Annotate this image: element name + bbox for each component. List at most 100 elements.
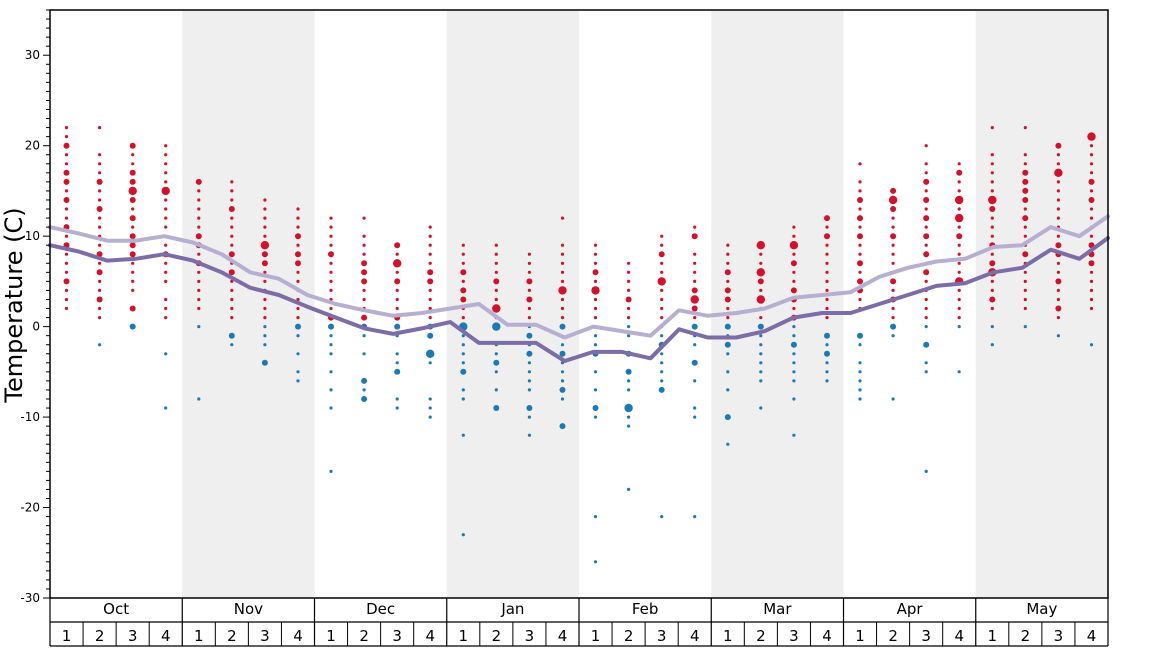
trend-line-light	[48, 214, 1110, 340]
temperature-point	[858, 297, 862, 302]
temperature-point	[891, 252, 895, 256]
temperature-point	[129, 215, 136, 222]
temperature-point	[726, 388, 730, 392]
temperature-point	[857, 215, 863, 222]
week-label: 1	[459, 627, 469, 645]
temperature-point	[759, 370, 763, 374]
temperature-point	[990, 189, 994, 193]
temperature-point	[526, 278, 533, 285]
temperature-point	[1089, 207, 1094, 211]
temperature-point	[924, 297, 928, 302]
temperature-point	[230, 343, 234, 347]
temperature-point	[129, 142, 136, 149]
temperature-point	[593, 388, 598, 392]
temperature-point	[923, 251, 930, 258]
temperature-point	[362, 297, 366, 302]
y-tick-label: 10	[25, 229, 40, 243]
trend-line-dark	[48, 236, 1110, 363]
temperature-point	[790, 260, 797, 267]
temperature-point	[296, 316, 300, 320]
temperature-point	[726, 442, 730, 446]
temperature-point	[989, 206, 996, 212]
temperature-point	[395, 397, 399, 401]
temperature-point	[295, 260, 301, 267]
temperature-point	[857, 278, 863, 285]
temperature-point	[494, 352, 498, 356]
temperature-point	[693, 225, 697, 229]
temperature-point	[1089, 306, 1094, 311]
temperature-point	[759, 352, 763, 356]
temperature-point	[295, 251, 301, 258]
temperature-point	[1088, 178, 1095, 185]
month-label-nov: Nov	[234, 600, 263, 618]
temperature-point	[1088, 197, 1095, 203]
temperature-point	[96, 269, 103, 276]
temperature-point	[957, 180, 961, 184]
temperature-point	[527, 379, 532, 383]
temperature-point	[990, 126, 994, 130]
temperature-point	[164, 406, 168, 410]
trend-lines	[48, 214, 1110, 363]
temperature-point	[526, 332, 533, 339]
temperature-point	[230, 297, 234, 302]
temperature-point	[260, 241, 270, 250]
temperature-point	[1022, 215, 1029, 222]
temperature-point	[627, 288, 631, 292]
temperature-point	[990, 162, 994, 166]
temperature-point	[890, 187, 897, 194]
temperature-point	[824, 332, 830, 339]
temperature-point	[295, 233, 301, 240]
temperature-point	[924, 316, 928, 320]
temperature-point	[428, 306, 432, 311]
temperature-point	[989, 260, 996, 267]
temperature-point	[1089, 162, 1094, 166]
temperature-point	[957, 270, 961, 274]
week-label: 3	[260, 627, 270, 645]
temperature-point	[923, 233, 930, 240]
temperature-point	[461, 533, 465, 537]
temperature-point	[559, 350, 566, 357]
temperature-point	[757, 278, 764, 285]
temperature-point	[726, 306, 730, 311]
temperature-point	[197, 189, 201, 193]
temperature-point	[164, 306, 168, 311]
temperature-point	[129, 305, 136, 312]
temperature-point	[559, 386, 566, 393]
temperature-point	[96, 178, 103, 185]
temperature-point	[394, 368, 401, 375]
temperature-point	[693, 270, 697, 274]
temperature-point	[296, 379, 300, 383]
temperature-point	[724, 269, 731, 276]
temperature-point	[792, 397, 796, 401]
temperature-point	[263, 207, 267, 211]
temperature-point	[890, 233, 897, 240]
temperature-point	[428, 288, 432, 292]
temperature-point	[129, 251, 136, 258]
temperature-point	[230, 316, 234, 320]
temperature-point	[657, 277, 666, 286]
temperature-point	[660, 297, 664, 302]
temperature-point	[1089, 234, 1094, 238]
temperature-point	[98, 216, 102, 220]
temperature-point	[759, 343, 763, 347]
temperature-point	[1022, 178, 1029, 185]
temperature-point	[593, 261, 598, 265]
temperature-point	[1056, 297, 1060, 302]
temperature-point	[858, 397, 862, 401]
temperature-point	[990, 153, 994, 157]
week-label: 3	[128, 627, 138, 645]
temperature-point	[990, 171, 994, 175]
temperature-point	[164, 270, 168, 274]
temperature-point	[263, 279, 267, 283]
week-label: 3	[657, 627, 667, 645]
temperature-point	[891, 306, 895, 311]
temperature-point	[627, 415, 631, 419]
temperature-point	[526, 350, 533, 357]
temperature-point	[494, 388, 498, 392]
temperature-point	[526, 296, 533, 303]
temperature-point	[858, 252, 862, 256]
temperature-point	[923, 269, 930, 276]
temperature-point	[328, 251, 334, 258]
temperature-point	[924, 279, 928, 283]
temperature-point	[197, 297, 201, 302]
